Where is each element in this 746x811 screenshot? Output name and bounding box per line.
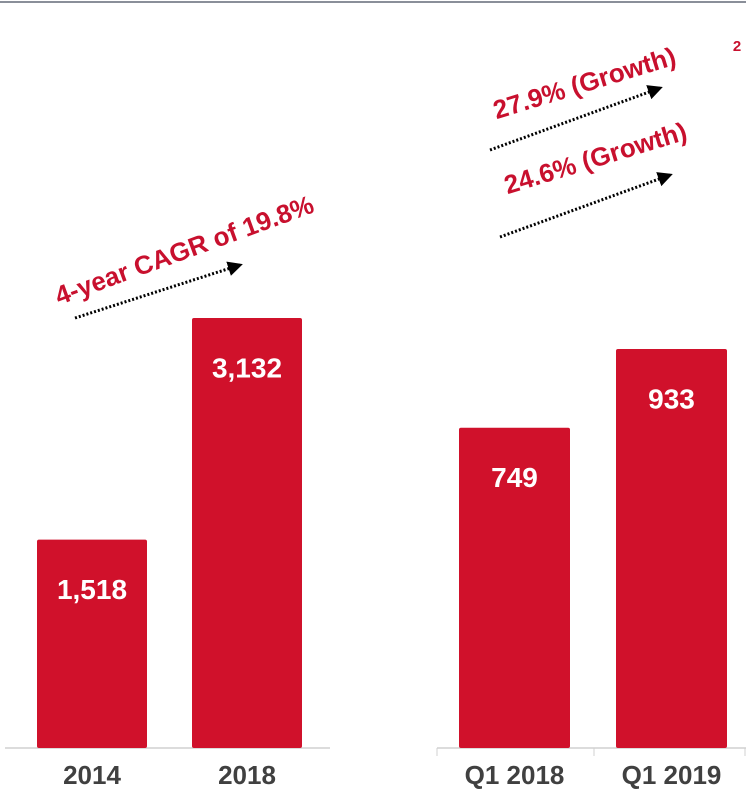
annotation: 27.9% (Growth) (490, 41, 680, 125)
x-tick-label: 2018 (218, 760, 276, 790)
value-label: 749 (491, 462, 538, 493)
note-ref: 2 (733, 38, 741, 55)
bar (459, 427, 570, 748)
x-tick-label: Q1 2019 (622, 760, 722, 790)
annotation: 24.6% (Growth) (501, 116, 691, 200)
x-tick-label: 2014 (63, 760, 121, 790)
value-label: 1,518 (57, 574, 127, 605)
value-label: 933 (648, 383, 695, 414)
bar (616, 349, 727, 748)
bar (37, 539, 147, 748)
arrow (74, 261, 243, 320)
x-tick-label: Q1 2018 (465, 760, 565, 790)
bar (192, 318, 302, 748)
annotation: 4-year CAGR of 19.8% (51, 189, 318, 311)
value-label: 3,132 (212, 352, 282, 383)
